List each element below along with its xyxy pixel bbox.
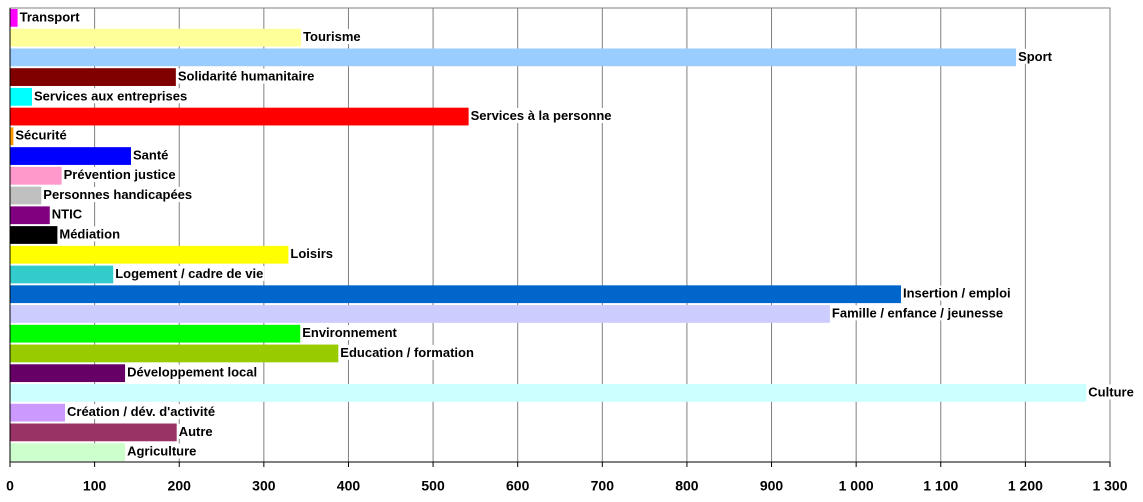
- label-background: [301, 325, 399, 341]
- x-tick-label: 300: [252, 478, 276, 494]
- bar: [10, 443, 126, 462]
- bar-label: Education / formation: [340, 345, 474, 360]
- x-tick-label: 1 300: [1092, 478, 1127, 494]
- label-background: [132, 147, 170, 163]
- bar-label: Environnement: [302, 325, 397, 340]
- bar: [10, 28, 302, 47]
- bar-label: NTIC: [52, 207, 83, 222]
- label-background: [66, 404, 217, 420]
- label-background: [62, 167, 177, 183]
- bar-label: Services à la personne: [471, 108, 612, 123]
- x-tick-label: 100: [83, 478, 107, 494]
- bar-label: Tourisme: [303, 29, 361, 44]
- bar-label: Insertion / emploi: [903, 286, 1011, 301]
- x-tick-label: 400: [337, 478, 361, 494]
- bar-label: Loisirs: [290, 246, 333, 261]
- label-background: [339, 344, 475, 360]
- label-background: [14, 127, 68, 143]
- bar: [10, 8, 18, 27]
- bar-label: Transport: [20, 9, 81, 24]
- label-background: [177, 423, 214, 439]
- x-tick-label: 1 200: [1008, 478, 1043, 494]
- bar: [10, 324, 301, 343]
- bar: [10, 344, 339, 363]
- x-tick-label: 200: [168, 478, 192, 494]
- x-tick-label: 800: [675, 478, 699, 494]
- bar: [10, 245, 289, 264]
- bar-label: Personnes handicapées: [43, 187, 192, 202]
- bar: [10, 364, 126, 383]
- bar-label: Agriculture: [127, 444, 196, 459]
- label-background: [469, 108, 613, 124]
- label-background: [18, 9, 82, 25]
- bar: [10, 285, 901, 304]
- bar-label: Sécurité: [15, 128, 66, 143]
- label-background: [302, 29, 362, 45]
- bar-label: Logement / cadre de vie: [115, 266, 263, 281]
- bar: [10, 147, 131, 165]
- label-background: [902, 285, 1012, 301]
- bar: [10, 226, 58, 244]
- bar-label: Sport: [1018, 49, 1053, 64]
- label-background: [176, 68, 316, 84]
- label-background: [33, 88, 189, 104]
- bar: [10, 87, 32, 106]
- bar-label: Création / dév. d'activité: [67, 404, 215, 419]
- label-background: [1087, 384, 1135, 400]
- label-background: [114, 265, 265, 281]
- bar-label: Autre: [179, 424, 213, 439]
- bar: [10, 265, 114, 284]
- label-background: [830, 305, 1005, 321]
- bar-label: Médiation: [59, 226, 120, 241]
- bar: [10, 206, 50, 225]
- bar-label: Prévention justice: [64, 167, 176, 182]
- bar: [10, 423, 177, 442]
- label-background: [126, 443, 198, 459]
- x-tick-label: 600: [506, 478, 530, 494]
- x-tick-label: 700: [591, 478, 615, 494]
- bar: [10, 166, 62, 185]
- x-tick-label: 500: [421, 478, 445, 494]
- label-background: [58, 226, 122, 242]
- bar: [10, 403, 65, 422]
- x-tick-label: 0: [6, 478, 14, 494]
- bar-label: Culture: [1088, 384, 1134, 399]
- bar-label: Santé: [133, 147, 168, 162]
- bar-label: Développement local: [127, 365, 257, 380]
- bar-label: Famille / enfance / jeunesse: [832, 305, 1003, 320]
- bar-label: Services aux entreprises: [34, 88, 187, 103]
- label-background: [50, 206, 84, 222]
- bar-label: Solidarité humanitaire: [178, 69, 315, 84]
- label-background: [126, 364, 259, 380]
- label-background: [289, 246, 335, 262]
- bar: [10, 186, 42, 205]
- bar: [10, 107, 469, 126]
- x-tick-label: 1 000: [839, 478, 874, 494]
- x-tick-label: 1 100: [923, 478, 958, 494]
- bar: [10, 305, 830, 323]
- bar: [10, 68, 176, 86]
- bar: [10, 127, 14, 146]
- x-tick-label: 900: [760, 478, 784, 494]
- bar: [10, 48, 1017, 67]
- bar: [10, 384, 1087, 402]
- label-background: [42, 186, 194, 202]
- label-background: [1017, 48, 1054, 64]
